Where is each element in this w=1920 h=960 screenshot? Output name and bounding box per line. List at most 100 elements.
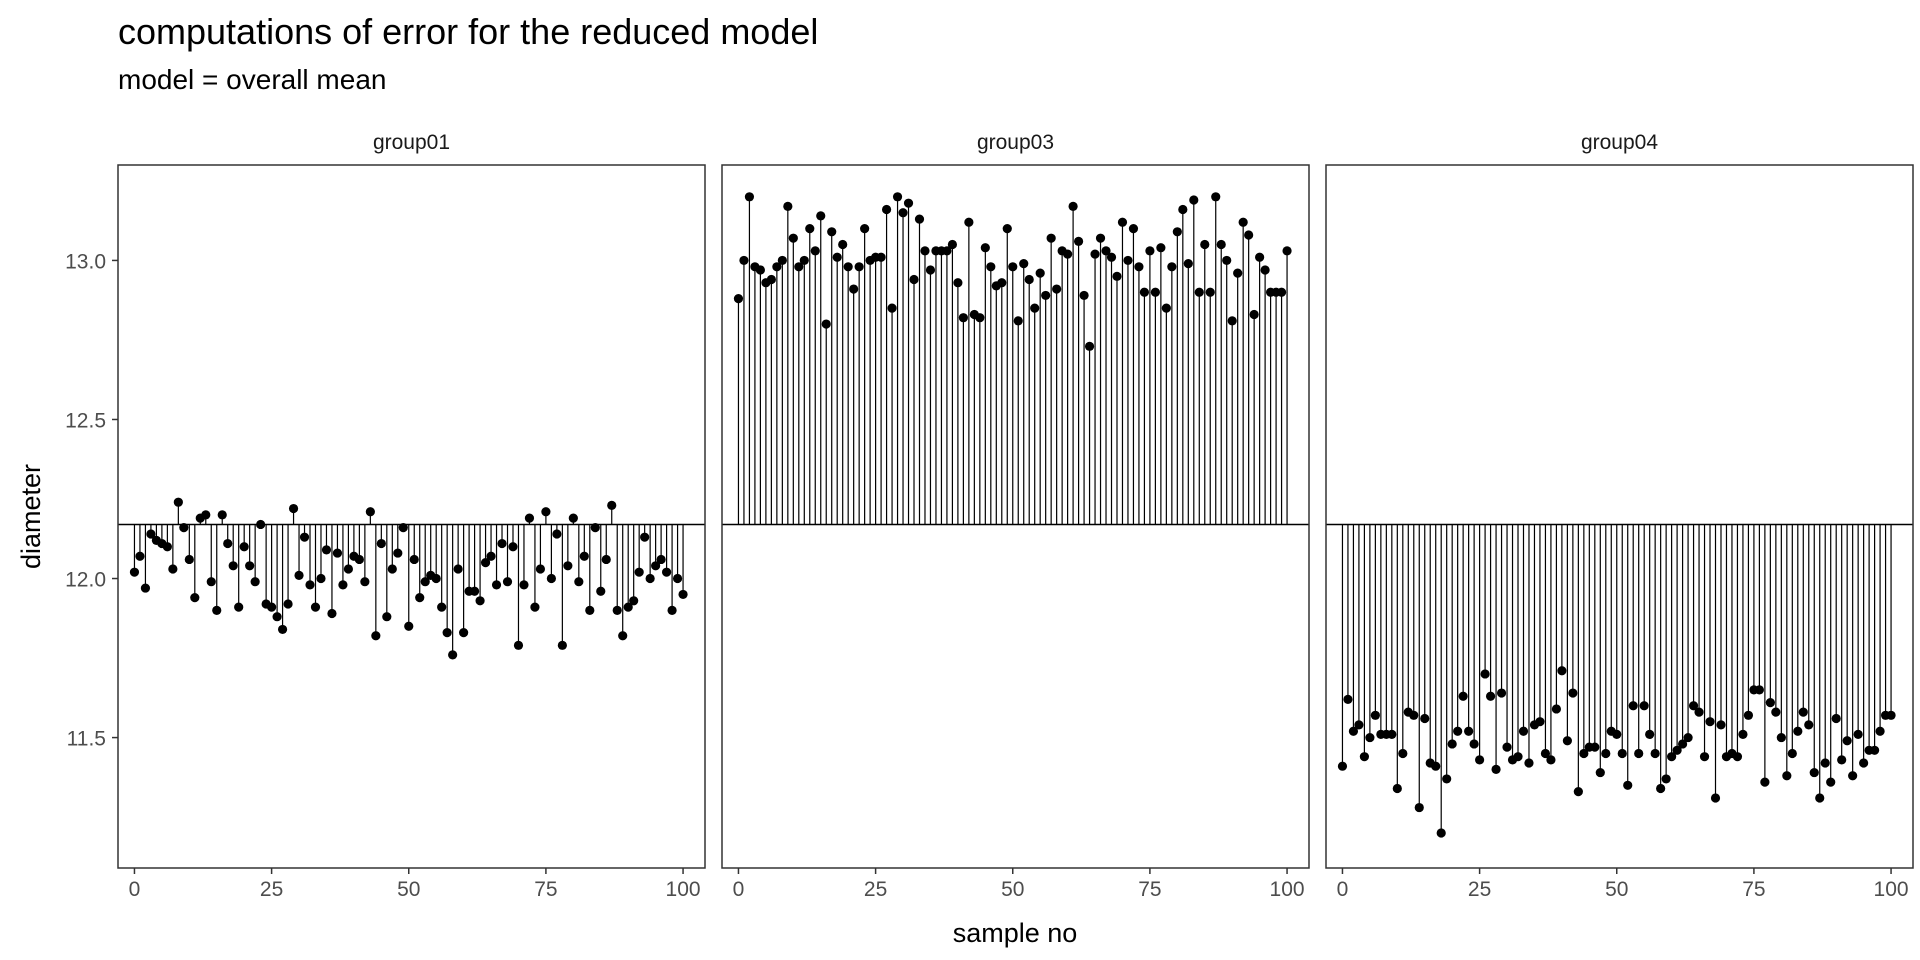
data-point: [1392, 783, 1402, 794]
data-point: [585, 605, 595, 615]
data-point: [168, 564, 178, 574]
data-point: [497, 538, 507, 549]
data-point: [1112, 271, 1122, 281]
x-tick-label: 75: [1138, 878, 1161, 901]
data-point: [234, 602, 244, 612]
data-point: [1156, 243, 1166, 253]
data-point: [1244, 230, 1254, 240]
data-point: [672, 573, 683, 584]
data-point: [283, 599, 293, 609]
data-point: [267, 602, 277, 612]
data-point: [1030, 303, 1040, 313]
data-point: [217, 510, 227, 520]
data-point: [250, 577, 260, 587]
data-point: [310, 602, 321, 612]
data-point: [245, 561, 255, 571]
data-point: [1787, 748, 1797, 759]
data-point: [1826, 777, 1836, 787]
data-point: [1260, 265, 1270, 275]
data-point: [799, 255, 809, 266]
data-point: [816, 211, 826, 221]
data-point: [975, 313, 985, 323]
panel-border: [1325, 164, 1914, 869]
x-tick-label: 0: [129, 878, 141, 901]
facet-label-group04: group04: [1581, 131, 1658, 154]
y-axis-title: diameter: [16, 464, 46, 569]
data-point: [376, 538, 386, 549]
data-point: [590, 523, 600, 533]
data-point: [1183, 259, 1193, 269]
data-point: [612, 605, 622, 615]
data-point: [1683, 732, 1693, 743]
data-point: [442, 628, 452, 638]
data-point: [1200, 239, 1210, 250]
data-point: [640, 532, 650, 542]
data-point: [1216, 239, 1226, 250]
data-point: [1485, 691, 1496, 701]
chart-title: computations of error for the reduced mo…: [118, 11, 819, 52]
data-point: [914, 214, 925, 224]
data-point: [849, 284, 859, 294]
data-point: [821, 319, 831, 329]
data-point: [431, 573, 441, 584]
data-point: [1436, 828, 1446, 838]
data-point: [1634, 748, 1644, 759]
data-point: [953, 278, 963, 288]
data-point: [1743, 710, 1754, 720]
data-point: [1809, 767, 1819, 778]
data-point: [651, 561, 661, 571]
data-point: [860, 224, 870, 234]
x-tick-label: 50: [1605, 878, 1628, 901]
facet-label-group03: group03: [977, 131, 1054, 154]
data-point: [832, 252, 842, 262]
data-point: [1842, 736, 1852, 746]
data-point: [1798, 707, 1808, 717]
data-point: [739, 255, 749, 266]
data-point: [777, 255, 787, 266]
data-point: [1623, 780, 1633, 790]
data-point: [1628, 701, 1638, 711]
data-point: [898, 208, 908, 218]
data-point: [1699, 752, 1710, 762]
data-point: [1869, 745, 1880, 755]
data-point: [1041, 290, 1051, 301]
data-point: [190, 593, 200, 603]
data-point: [1886, 710, 1896, 720]
data-point: [1189, 195, 1199, 205]
x-tick-label: 25: [864, 878, 887, 901]
data-point: [980, 243, 990, 253]
data-point: [805, 224, 815, 234]
data-point: [1518, 726, 1529, 736]
data-point: [827, 227, 837, 237]
data-point: [1161, 303, 1171, 313]
data-point: [1677, 739, 1688, 749]
data-point: [1172, 227, 1182, 237]
data-point: [1227, 316, 1237, 326]
y-tick-label: 12.0: [65, 569, 106, 592]
chart-subtitle: model = overall mean: [118, 64, 387, 95]
data-point: [843, 262, 853, 272]
data-point: [1859, 758, 1869, 768]
data-point: [1090, 249, 1100, 259]
data-point: [557, 640, 567, 650]
data-point: [393, 548, 403, 558]
data-point: [1073, 236, 1084, 246]
data-point: [530, 602, 540, 612]
data-point: [958, 313, 968, 323]
data-point: [475, 596, 485, 606]
data-point: [1167, 262, 1177, 272]
data-point: [1106, 252, 1117, 262]
data-point: [382, 612, 392, 622]
data-point: [1013, 316, 1023, 326]
data-point: [563, 561, 573, 571]
data-point: [1804, 720, 1814, 730]
data-point: [1694, 707, 1704, 717]
data-point: [508, 542, 518, 552]
data-point: [1337, 761, 1348, 771]
data-point: [596, 586, 606, 596]
x-tick-label: 100: [666, 878, 701, 901]
x-axis-title: sample no: [953, 918, 1078, 948]
data-point: [788, 233, 798, 243]
data-point: [1117, 217, 1128, 227]
data-point: [1238, 217, 1248, 227]
